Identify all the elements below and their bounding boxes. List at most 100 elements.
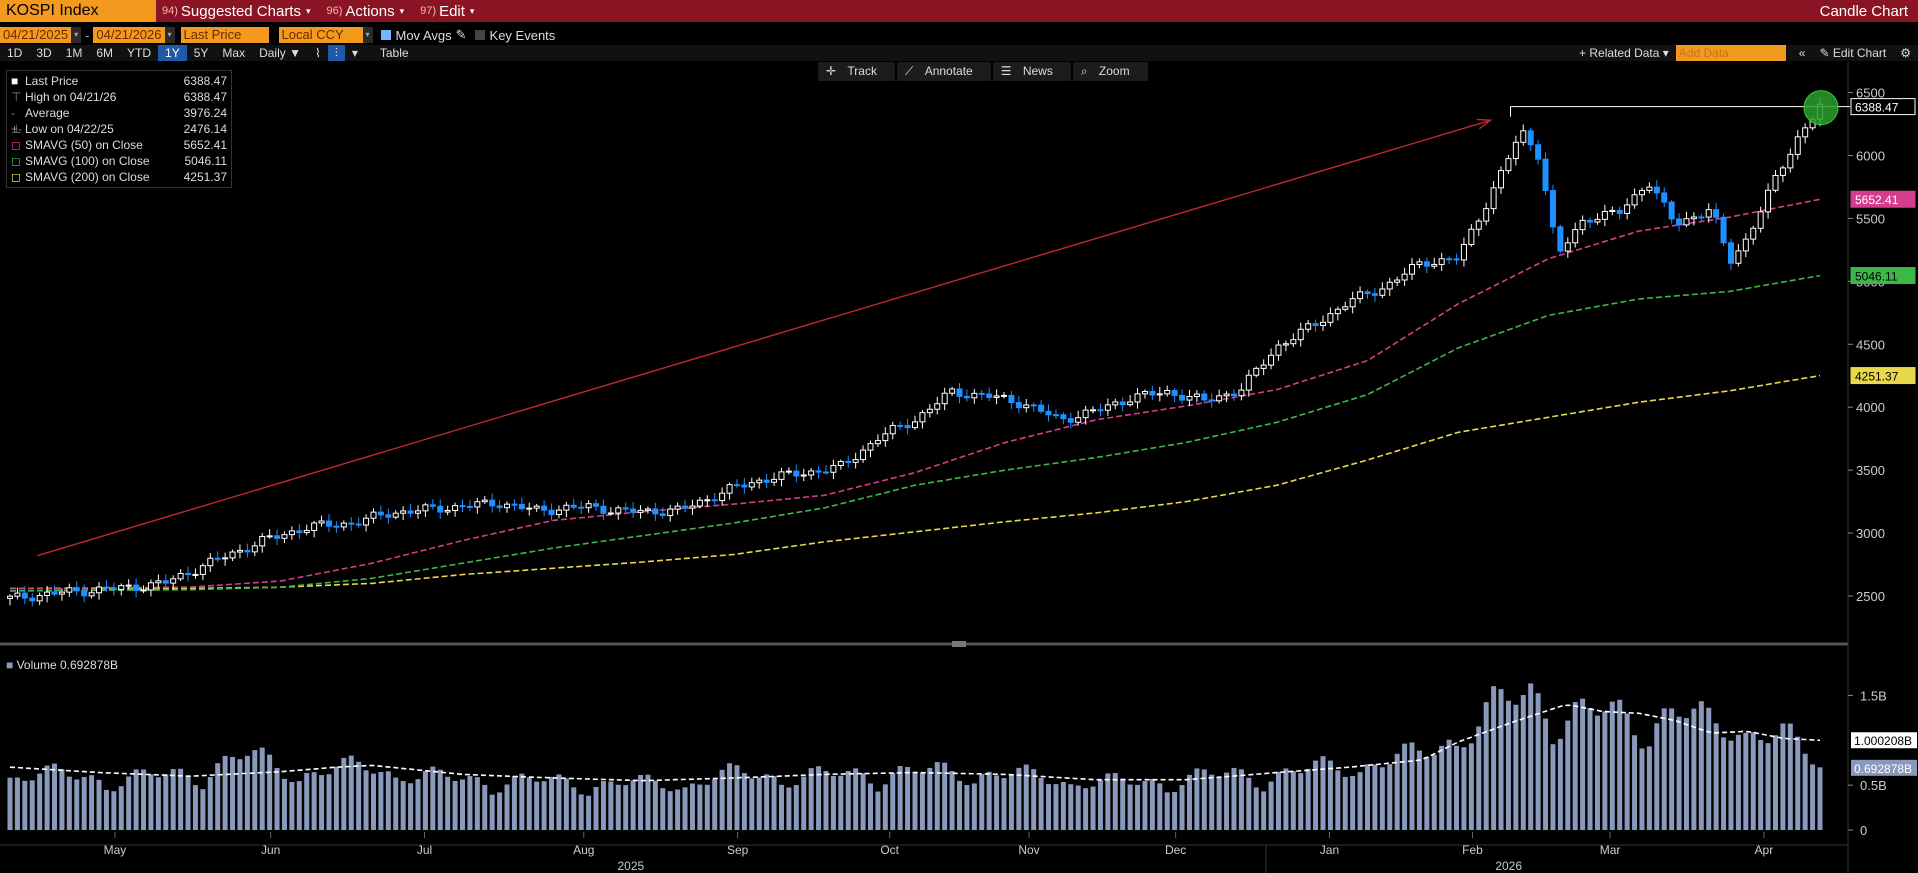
start-date-dropdown[interactable]: ▾	[71, 27, 82, 43]
price-tag-5046.11: 5046.11	[1855, 270, 1898, 284]
volume-bar-2	[22, 780, 28, 830]
month-label-feb: Feb	[1462, 843, 1483, 857]
candle-body-209	[1557, 226, 1564, 252]
candle-chart-icon[interactable]: ⫶	[327, 45, 345, 61]
end-date-dropdown[interactable]: ▾	[164, 27, 175, 43]
period-1d[interactable]: 1D	[7, 46, 23, 60]
volume-bar-98	[734, 765, 740, 830]
candle-body-236	[1757, 211, 1764, 229]
candle-body-34	[259, 536, 266, 547]
volume-bar-81	[608, 781, 614, 830]
volume-bar-66	[497, 792, 503, 830]
candle-body-182	[1357, 291, 1364, 300]
zoom-tool[interactable]: ⌕ Zoom	[1072, 62, 1148, 81]
caret-down-icon: ▾	[469, 5, 475, 16]
candle-body-65	[489, 499, 496, 507]
candle-body-202	[1505, 158, 1512, 172]
candle-body-2	[21, 592, 28, 599]
period-ytd[interactable]: YTD	[127, 46, 152, 60]
period-bar: 1D 3D 1M 6M YTD 1Y 5Y Max Daily ▼ ⌇ ⫶ ▾ …	[0, 45, 1918, 61]
candle-body-12	[96, 586, 103, 594]
candle-body-48	[363, 517, 370, 526]
legend-sma100: ◻ SMAVG (100) on Close 5046.11	[11, 154, 227, 168]
frequency-select[interactable]: Daily ▼	[259, 46, 301, 60]
candle-body-129	[963, 395, 970, 399]
candle-body-218	[1624, 204, 1631, 214]
price-tick-label-0: 2500	[1856, 589, 1885, 604]
price-field-select[interactable]: Last Price	[180, 27, 269, 43]
volume-bar-176	[1313, 760, 1319, 830]
candle-body-143	[1067, 418, 1074, 423]
period-max[interactable]: Max	[222, 46, 246, 60]
candle-body-195	[1453, 258, 1460, 261]
settings-gear-icon[interactable]: ⚙	[1900, 46, 1911, 60]
period-5y[interactable]: 5Y	[193, 46, 209, 60]
volume-bar-231	[1721, 737, 1727, 830]
volume-bar-39	[296, 781, 302, 830]
volume-bar-158	[1179, 785, 1185, 830]
volume-bar-161	[1201, 769, 1207, 830]
edit-chart-button[interactable]: ✎ Edit Chart	[1819, 46, 1887, 60]
volume-bar-212	[1580, 698, 1586, 830]
candle-body-69	[518, 503, 525, 510]
collapse-icon[interactable]: «	[1798, 46, 1806, 60]
candle-body-87	[652, 508, 659, 515]
price-tag-box-0	[1850, 98, 1916, 116]
key-events-checkbox[interactable]	[474, 30, 485, 40]
volume-bar-199	[1483, 702, 1489, 830]
table-button[interactable]: Table	[379, 46, 409, 60]
candle-body-29	[222, 557, 229, 560]
volume-bar-68	[511, 776, 517, 830]
volume-bar-195	[1454, 745, 1460, 830]
currency-dropdown[interactable]: ▾	[362, 27, 373, 43]
volume-bar-124	[927, 767, 933, 830]
volume-bar-216	[1609, 701, 1615, 830]
mov-avgs-checkbox[interactable]	[380, 30, 391, 40]
candle-body-197	[1468, 228, 1475, 246]
candle-body-162	[1208, 399, 1215, 402]
add-data-input[interactable]: Add Data	[1675, 45, 1786, 61]
candle-body-88	[659, 513, 666, 516]
annotate-tool[interactable]: ⟋ Annotate	[896, 62, 991, 81]
period-3d[interactable]: 3D	[36, 46, 52, 60]
price-tag-box-3	[1850, 367, 1916, 385]
candle-body-188	[1401, 273, 1408, 281]
start-date-field[interactable]: 04/21/2025	[0, 27, 72, 43]
line-chart-icon[interactable]: ⌇	[314, 46, 321, 60]
candle-body-170	[1268, 354, 1275, 366]
candle-body-78	[585, 503, 592, 509]
volume-bar-3	[29, 780, 35, 830]
volume-bar-42	[319, 775, 325, 830]
chart-style-dropdown[interactable]: ▾	[351, 46, 358, 60]
news-tool[interactable]: ☰ News	[992, 62, 1071, 81]
volume-bar-133	[994, 775, 1000, 830]
candle-body-7	[58, 591, 65, 595]
track-tool[interactable]: ✛ Track	[818, 62, 895, 81]
volume-bar-65	[489, 794, 495, 830]
menu-actions[interactable]: 96) Actions ▾	[326, 2, 405, 20]
candle-body-89	[667, 508, 674, 516]
period-6m[interactable]: 6M	[96, 46, 114, 60]
menu-edit[interactable]: 97) Edit ▾	[420, 2, 475, 20]
volume-bar-238	[1772, 735, 1778, 830]
currency-select[interactable]: Local CCY	[278, 27, 363, 43]
volume-bar-0	[7, 777, 13, 830]
menu-suggested-charts[interactable]: 94) Suggested Charts ▾	[162, 2, 311, 20]
volume-bar-16	[126, 776, 132, 830]
pencil-icon[interactable]: ✎	[455, 27, 467, 42]
period-1m[interactable]: 1M	[65, 46, 83, 60]
related-data-button[interactable]: + Related Data ▾	[1579, 46, 1669, 60]
volume-bar-18	[141, 769, 147, 830]
volume-bar-235	[1750, 732, 1756, 830]
candle-body-81	[607, 512, 614, 515]
period-1y[interactable]: 1Y	[158, 45, 187, 61]
volume-bar-64	[482, 784, 488, 830]
candle-body-223	[1661, 192, 1668, 203]
volume-bar-140	[1046, 784, 1052, 830]
security-title[interactable]: KOSPI Index	[0, 0, 156, 22]
controls-row: 04/21/2025 ▾ - 04/21/2026 ▾ Last Price L…	[0, 26, 555, 44]
end-date-field[interactable]: 04/21/2026	[93, 27, 165, 43]
candle-body-3	[29, 597, 36, 602]
month-label-mar: Mar	[1600, 843, 1621, 857]
